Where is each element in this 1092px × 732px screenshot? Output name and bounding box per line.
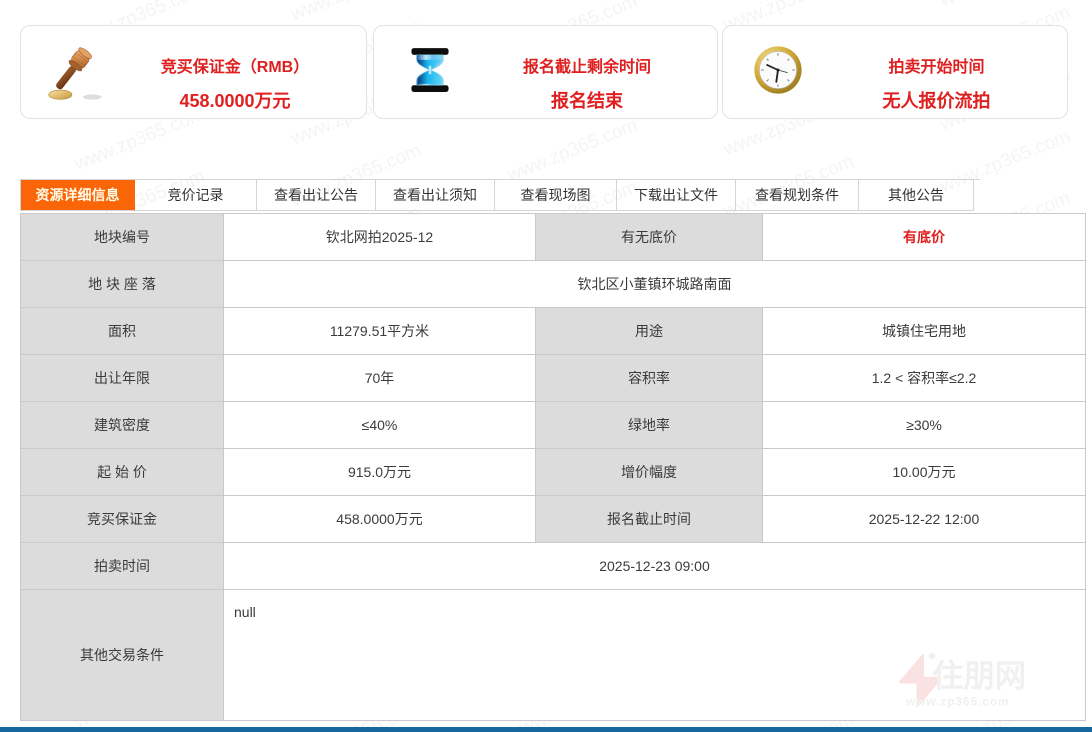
svg-text:住朋网: 住朋网	[932, 658, 1026, 693]
svg-text:www.zp365.com: www.zp365.com	[905, 694, 1010, 708]
